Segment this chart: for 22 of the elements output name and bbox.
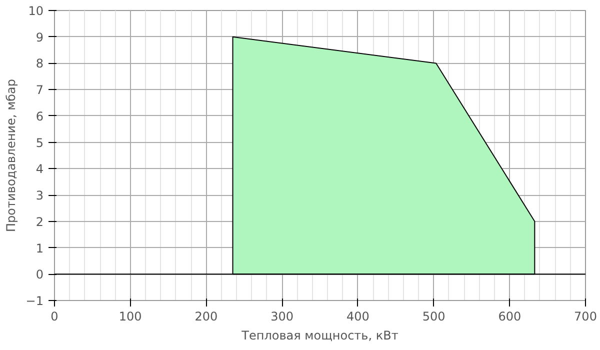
x-tick-label: 500 xyxy=(422,310,446,324)
y-tick-label: 4 xyxy=(36,162,44,176)
x-axis-title: Тепловая мощность, кВт xyxy=(240,328,398,342)
y-tick-label: 0 xyxy=(36,268,44,282)
x-tick-label: 0 xyxy=(50,310,58,324)
y-tick-label: −1 xyxy=(26,294,44,308)
x-tick-label: 400 xyxy=(346,310,370,324)
y-tick-label: 6 xyxy=(36,109,44,124)
x-tick-label: 200 xyxy=(194,310,218,324)
y-axis-title: Противодавление, мбар xyxy=(4,78,18,232)
y-tick-label: 1 xyxy=(36,241,44,256)
y-tick-label: 7 xyxy=(36,83,44,98)
x-tick-label: 700 xyxy=(574,310,597,324)
y-tick-label: 5 xyxy=(36,136,44,150)
y-tick-label: 2 xyxy=(36,214,44,229)
y-tick-label: 3 xyxy=(36,188,44,203)
y-tick-label: 9 xyxy=(36,30,44,44)
x-tick-label: 100 xyxy=(118,310,142,324)
y-tick-label: 8 xyxy=(36,56,44,71)
x-tick-label: 300 xyxy=(270,310,294,324)
x-tick-label: 600 xyxy=(498,310,522,324)
y-tick-label: 10 xyxy=(28,4,44,18)
